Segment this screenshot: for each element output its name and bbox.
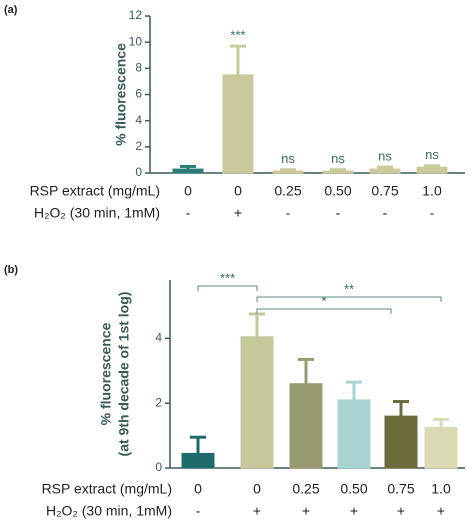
y-tick-label: 6 [135,87,142,101]
bar [172,168,204,174]
row-cell: - [383,205,388,221]
bar [424,426,458,469]
row-cell: + [302,503,310,519]
significance-label: ns [425,147,439,162]
y-axis-label: (at 9th decade of 1st log) [116,292,132,457]
row-cell: + [350,503,358,519]
y-axis-label: % fluorescence [113,43,129,146]
panel-label: (b) [4,264,18,276]
y-tick-label: 4 [155,331,162,345]
bar [272,170,304,174]
bar [181,452,215,469]
row-cell: - [336,205,341,221]
significance-bracket [256,308,392,314]
row-cell: 0.50 [340,481,367,497]
row-label: H₂O₂ (30 min, 1mM) [46,503,172,519]
y-tick-label: 2 [155,395,162,409]
row-cell: + [234,205,242,221]
row-cell: 0.75 [387,481,414,497]
row-cell: + [253,503,261,519]
y-tick-label: 0 [155,460,162,474]
significance-bracket [197,285,258,291]
row-cell: 0 [184,183,192,199]
row-cell: - [430,205,435,221]
y-tick-label: 4 [135,113,142,127]
significance-label: ** [344,281,354,296]
significance-label: *** [230,28,245,43]
significance-label: *** [220,270,235,285]
y-tick-label: 0 [135,165,142,179]
bar [222,74,254,174]
row-label: RSP extract (mg/mL) [30,183,160,199]
row-cell: - [196,503,201,519]
row-cell: 0 [253,481,261,497]
bar [384,415,418,469]
row-cell: 0.25 [274,183,301,199]
y-tick-label: 8 [135,61,142,75]
significance-label: ns [281,151,295,166]
row-cell: + [437,503,445,519]
y-tick-label: 2 [135,139,142,153]
row-label: RSP extract (mg/mL) [42,481,172,497]
bar [289,383,323,469]
row-cell: 0.75 [371,183,398,199]
significance-bracket [256,296,442,302]
bar [369,168,401,174]
row-cell: 0 [194,481,202,497]
panel-label: (a) [4,4,18,16]
row-cell: 0 [234,183,242,199]
significance-label: ns [331,151,345,166]
bar [416,166,448,174]
y-axis-label: % fluorescence [98,322,114,425]
row-cell: - [286,205,291,221]
row-cell: 0.50 [324,183,351,199]
y-tick-label: 10 [129,34,143,48]
bar [322,170,354,174]
row-cell: 0.25 [292,481,319,497]
significance-label: ns [378,149,392,164]
row-cell: 1.0 [422,183,442,199]
y-tick-label: 12 [129,8,143,22]
row-cell: - [186,205,191,221]
bar [240,336,274,469]
row-cell: + [397,503,405,519]
row-cell: 1.0 [431,481,451,497]
significance-label: * [321,293,326,308]
row-label: H₂O₂ (30 min, 1mM) [34,205,160,221]
bar [337,399,371,469]
